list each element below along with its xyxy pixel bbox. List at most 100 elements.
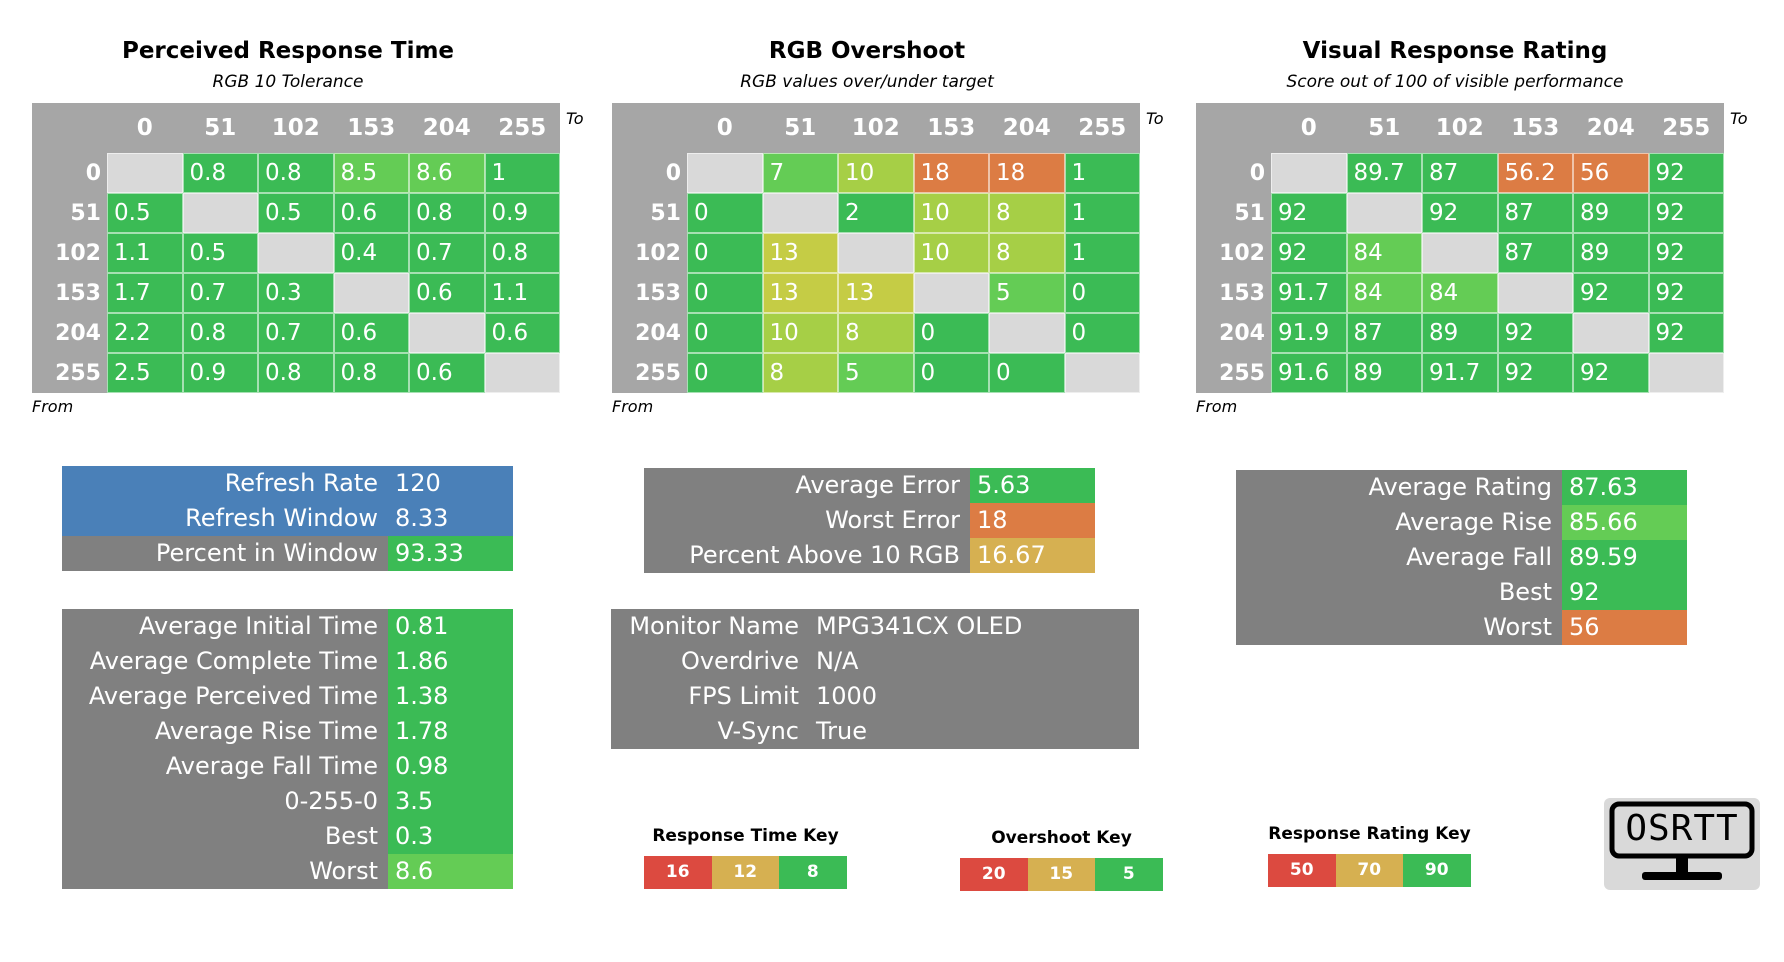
matrix-title: RGB Overshoot — [768, 38, 966, 64]
stat-label: FPS Limit — [688, 682, 799, 710]
stat-row-bg — [611, 714, 809, 749]
matrix-cell: 0 — [913, 313, 989, 353]
matrix-cell — [1497, 273, 1573, 313]
stat-value: N/A — [809, 644, 1139, 679]
matrix-cell: 10 — [838, 153, 914, 193]
stat-label: Refresh Window — [185, 504, 378, 532]
matrix-cell: 18 — [989, 153, 1065, 193]
stat-row-bg — [611, 644, 809, 679]
column-header: 153 — [347, 115, 396, 141]
matrix-cell: 87 — [1346, 313, 1422, 353]
key-title: Response Rating Key — [1268, 824, 1471, 844]
stat-row-bg — [644, 468, 970, 503]
stat-value: 56 — [1562, 610, 1687, 645]
matrix-cell: 89 — [1573, 233, 1649, 273]
stat-row-bg — [644, 538, 970, 573]
stat-value: 0.3 — [388, 819, 513, 854]
key-swatch: 12 — [711, 856, 779, 889]
matrix-cell: 0.5 — [182, 233, 258, 273]
matrix-cell: 0.5 — [107, 193, 183, 233]
row-header: 204 — [1219, 321, 1265, 346]
row-header: 255 — [1219, 361, 1265, 386]
matrix-cell: 92 — [1573, 353, 1649, 393]
matrix-cell: 91.6 — [1271, 353, 1347, 393]
stat-label: Worst Error — [825, 506, 960, 534]
stat-row-bg — [62, 819, 388, 854]
row-header: 102 — [635, 241, 681, 266]
matrix-cell: 92 — [1271, 193, 1347, 233]
stat-value: 18 — [970, 503, 1095, 538]
column-header: 153 — [927, 115, 976, 141]
matrix-cell: 56.2 — [1497, 153, 1573, 193]
from-label: From — [32, 397, 74, 416]
row-header: 51 — [1234, 201, 1265, 226]
matrix-cell: 0.4 — [333, 233, 409, 273]
matrix-cell: 10 — [762, 313, 838, 353]
row-header: 0 — [665, 161, 681, 186]
matrix-cell: 89 — [1346, 353, 1422, 393]
matrix-cell: 0.7 — [258, 313, 334, 353]
matrix-cell: 0 — [687, 193, 763, 233]
stat-label: Refresh Rate — [224, 469, 378, 497]
matrix-cell: 0.8 — [409, 193, 485, 233]
matrix-subtitle: RGB values over/under target — [740, 72, 994, 92]
matrix-cell: 1.1 — [484, 273, 560, 313]
matrix-cell — [913, 273, 989, 313]
matrix-cell: 87 — [1497, 233, 1573, 273]
stat-value: 16.67 — [970, 538, 1095, 573]
matrix-cell: 84 — [1346, 273, 1422, 313]
key-title: Response Time Key — [652, 826, 839, 846]
stat-label: Percent Above 10 RGB — [689, 541, 960, 569]
stat-value: 87.63 — [1562, 470, 1687, 505]
stat-value: MPG341CX OLED — [809, 609, 1139, 644]
key-swatch: 90 — [1403, 854, 1471, 887]
matrix-cell: 0.7 — [409, 233, 485, 273]
key-swatch: 15 — [1027, 858, 1095, 891]
matrix-cell: 92 — [1648, 313, 1724, 353]
stat-value: 93.33 — [388, 536, 513, 571]
row-header: 102 — [1219, 241, 1265, 266]
column-header: 102 — [1435, 115, 1484, 141]
matrix-cell: 0.9 — [182, 353, 258, 393]
stat-value: 85.66 — [1562, 505, 1687, 540]
matrix-cell: 8 — [838, 313, 914, 353]
column-header: 255 — [498, 115, 547, 141]
matrix-cell — [989, 313, 1065, 353]
monitor-icon — [1609, 801, 1755, 880]
matrix-cell — [1346, 193, 1422, 233]
matrix-title: Perceived Response Time — [121, 38, 455, 64]
stat-row-bg — [62, 714, 388, 749]
stat-row-bg — [644, 503, 970, 538]
row-header: 51 — [70, 201, 101, 226]
matrix-cell — [1648, 353, 1724, 393]
matrix-cell: 0.3 — [258, 273, 334, 313]
stat-label: Average Rating — [1368, 473, 1552, 501]
stat-row-bg — [62, 784, 388, 819]
stat-label: Best — [1498, 578, 1552, 606]
matrix-cell: 13 — [762, 233, 838, 273]
column-header: 204 — [422, 115, 471, 141]
column-header: 102 — [271, 115, 320, 141]
stat-label: Worst — [1483, 613, 1552, 641]
column-header: 0 — [716, 115, 733, 141]
stat-label: 0-255-0 — [284, 787, 378, 815]
column-header: 51 — [204, 115, 237, 141]
matrix-cell — [1271, 153, 1347, 193]
matrix-cell — [258, 233, 334, 273]
key-swatch: 20 — [960, 858, 1028, 891]
matrix-cell: 7 — [762, 153, 838, 193]
stat-row-bg — [62, 749, 388, 784]
matrix-cell: 92 — [1648, 193, 1724, 233]
matrix-cell: 0 — [913, 353, 989, 393]
stat-value: 92 — [1562, 575, 1687, 610]
stat-label: V-Sync — [717, 717, 799, 745]
key-swatch: 8 — [779, 856, 847, 889]
matrix-cell: 1.7 — [107, 273, 183, 313]
stat-row-bg — [1236, 470, 1562, 505]
matrix-cell — [687, 153, 763, 193]
matrix-cell — [1422, 233, 1498, 273]
matrix-cell: 0 — [687, 313, 763, 353]
matrix-cell — [762, 193, 838, 233]
matrix-cell — [333, 273, 409, 313]
matrix-cell: 92 — [1271, 233, 1347, 273]
